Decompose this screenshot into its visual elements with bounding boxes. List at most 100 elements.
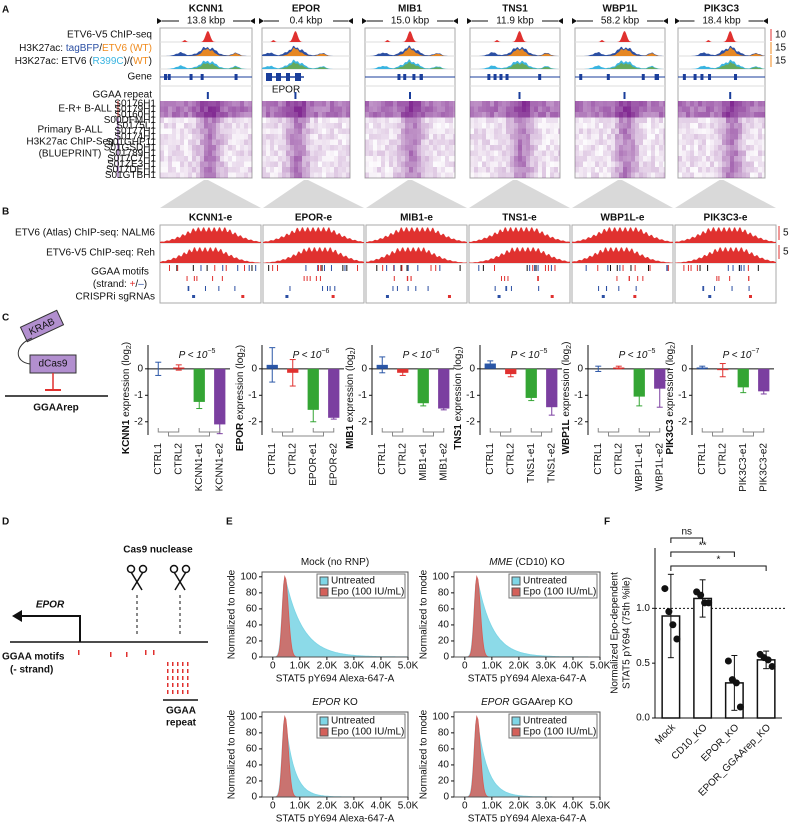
heat-cell (334, 101, 338, 107)
label-part: expression (log (665, 349, 676, 420)
heat-cell (326, 167, 330, 173)
x-tick-label: CTRL1 (377, 443, 388, 475)
x-tick-label: MIB1-e1 (418, 443, 429, 481)
motif-tick (346, 265, 348, 271)
heat-cell (192, 106, 196, 112)
heat-cell (607, 172, 611, 178)
heat-cell (722, 117, 726, 123)
heat-cell (690, 150, 694, 156)
heat-cell (445, 117, 449, 123)
heat-cell (421, 112, 425, 118)
h3k27ac-area (678, 59, 765, 69)
heat-cell (385, 106, 389, 112)
bracket (422, 428, 445, 433)
heat-cell (208, 134, 212, 140)
heat-cell (595, 156, 599, 162)
heat-cell (722, 106, 726, 112)
heat-cell (262, 156, 266, 162)
motif-tick (699, 265, 701, 271)
heat-cell (750, 145, 754, 151)
heat-cell (510, 139, 514, 145)
heat-cell (538, 161, 542, 167)
y-tick-label: 0 (443, 792, 449, 803)
heat-cell (389, 172, 393, 178)
heat-cell (381, 106, 385, 112)
motif-tick (167, 669, 169, 673)
heat-cell (546, 140, 550, 146)
heat-cell (575, 156, 579, 162)
exon (200, 74, 204, 80)
motif-tick (628, 276, 630, 281)
heat-cell (413, 145, 417, 151)
heat-cell (714, 150, 718, 156)
heat-cell (518, 134, 522, 140)
heat-cell (698, 156, 702, 162)
gene-label: EPOR (272, 85, 300, 96)
heat-cell (647, 151, 651, 157)
heat-cell (290, 112, 294, 118)
heat-cell (369, 106, 373, 112)
heat-cell (441, 172, 445, 178)
heat-cell (318, 145, 322, 151)
heat-cell (437, 167, 441, 173)
heat-cell (405, 161, 409, 167)
motif-tick (204, 286, 206, 291)
heat-cell (546, 167, 550, 173)
heat-cell (722, 156, 726, 162)
heat-cell (542, 172, 546, 178)
heat-cell (558, 118, 560, 124)
heat-cell (655, 156, 659, 162)
heat-cell (282, 117, 286, 123)
panel-label: B (2, 207, 9, 218)
heat-cell (248, 112, 252, 118)
motif-tick (667, 265, 669, 271)
heat-cell (595, 134, 599, 140)
x-tick-label: TNS1-e2 (546, 443, 557, 483)
heat-cell (710, 172, 714, 178)
heat-cell (409, 101, 413, 107)
label-part: tagBFP (66, 43, 100, 54)
heat-cell (498, 106, 502, 112)
heat-cell (730, 167, 734, 173)
heat-cell (294, 167, 298, 173)
heat-cell (224, 128, 228, 134)
heat-cell (534, 150, 538, 156)
heat-cell (730, 145, 734, 151)
heat-cell (286, 106, 290, 112)
heat-cell (365, 150, 369, 156)
heat-cell (482, 150, 486, 156)
heat-cell (486, 117, 490, 123)
heat-cell (659, 112, 663, 118)
sample-label: S01GTBH1 (105, 170, 157, 181)
heat-cell (647, 145, 651, 151)
data-point (669, 621, 677, 629)
heat-cell (188, 167, 192, 173)
label-part: KCNN1 (121, 419, 132, 454)
heat-cell (583, 106, 587, 112)
heat-cell (655, 139, 659, 145)
heat-cell (164, 145, 168, 151)
label-part: H3K27ac: ETV6 ( (15, 56, 93, 67)
heat-cell (232, 145, 236, 151)
heat-cell (216, 117, 220, 123)
heat-cell (409, 123, 413, 129)
heat-cell (200, 134, 204, 140)
heat-cell (690, 172, 694, 178)
ggaa-mark (623, 92, 626, 99)
heat-cell (647, 123, 651, 129)
heat-cell (433, 172, 437, 178)
heat-cell (298, 134, 302, 140)
heat-cell (611, 145, 615, 151)
heat-cell (176, 156, 180, 162)
heat-cell (534, 172, 538, 178)
heat-cell (270, 172, 274, 178)
heat-cell (405, 106, 409, 112)
heat-cell (502, 167, 506, 173)
heat-cell (330, 150, 334, 156)
heat-cell (631, 150, 635, 156)
heat-cell (734, 172, 738, 178)
heat-cell (240, 101, 244, 107)
heat-cell (405, 172, 409, 178)
exon (734, 74, 738, 80)
data-point (732, 679, 740, 687)
